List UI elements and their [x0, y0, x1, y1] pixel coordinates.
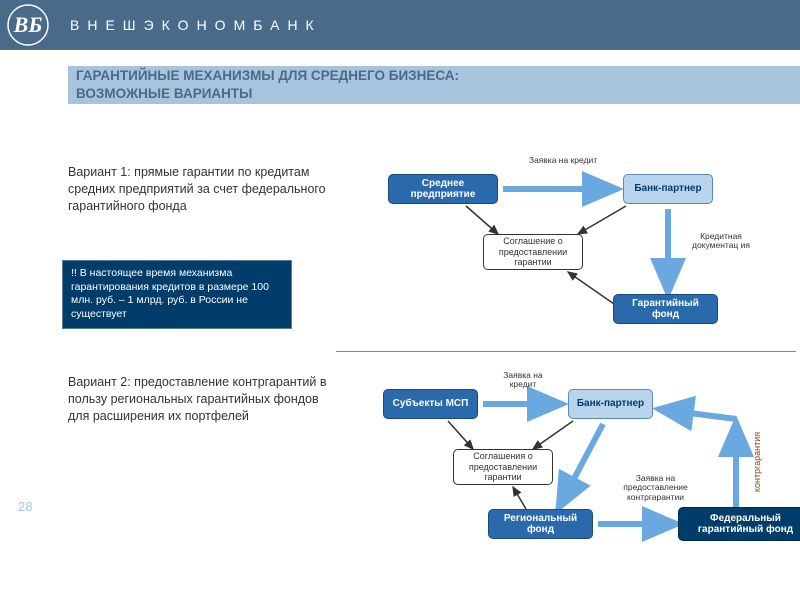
d1-label-loan: Заявка на кредит	[528, 156, 598, 165]
page-number: 28	[18, 499, 32, 514]
d2-node-msp: Субъекты МСП	[383, 389, 478, 419]
title-bar: ГАРАНТИЙНЫЕ МЕХАНИЗМЫ ДЛЯ СРЕДНЕГО БИЗНЕ…	[0, 66, 800, 104]
divider	[336, 351, 796, 352]
d2-label-loan: Заявка на кредит	[493, 371, 553, 390]
svg-text:ВБ: ВБ	[13, 12, 43, 37]
d2-node-federal: Федеральный гарантийный фонд	[678, 507, 800, 541]
d1-node-fund: Гарантийный фонд	[613, 294, 718, 324]
note-box: !! В настоящее время механизма гарантиро…	[62, 260, 292, 329]
d2-label-counter-req: Заявка на предоставление контргарантии	[608, 474, 703, 502]
d1-node-bank: Банк-партнер	[623, 174, 713, 204]
diagram2: Субъекты МСП Банк-партнер Соглашения о п…	[358, 359, 800, 589]
d2-node-agreement: Соглашения о предоставлении гарантии	[453, 449, 553, 485]
diagram1: Среднее предприятие Банк-партнер Соглаше…	[358, 144, 798, 344]
d2-node-regional: Региональный фонд	[488, 509, 593, 539]
d2-node-bank: Банк-партнер	[568, 389, 653, 419]
page-title-line1: ГАРАНТИЙНЫЕ МЕХАНИЗМЫ ДЛЯ СРЕДНЕГО БИЗНЕ…	[76, 67, 459, 85]
variant1-text: Вариант 1: прямые гарантии по кредитам с…	[68, 164, 328, 215]
logo-icon: ВБ	[4, 1, 52, 49]
d1-node-sme: Среднее предприятие	[388, 174, 498, 204]
variant2-text: Вариант 2: предоставление контргарантий …	[68, 374, 328, 425]
page-title-line2: ВОЗМОЖНЫЕ ВАРИАНТЫ	[76, 85, 252, 103]
d2-label-counter: контргарантия	[753, 422, 763, 502]
org-name: ВНЕШЭКОНОМБАНК	[70, 17, 322, 33]
header: ВБ ВНЕШЭКОНОМБАНК	[0, 0, 800, 50]
d1-label-docs: Кредитная документац ия	[686, 232, 756, 251]
d1-node-agreement: Соглашение о предоставлении гарантии	[483, 234, 583, 270]
